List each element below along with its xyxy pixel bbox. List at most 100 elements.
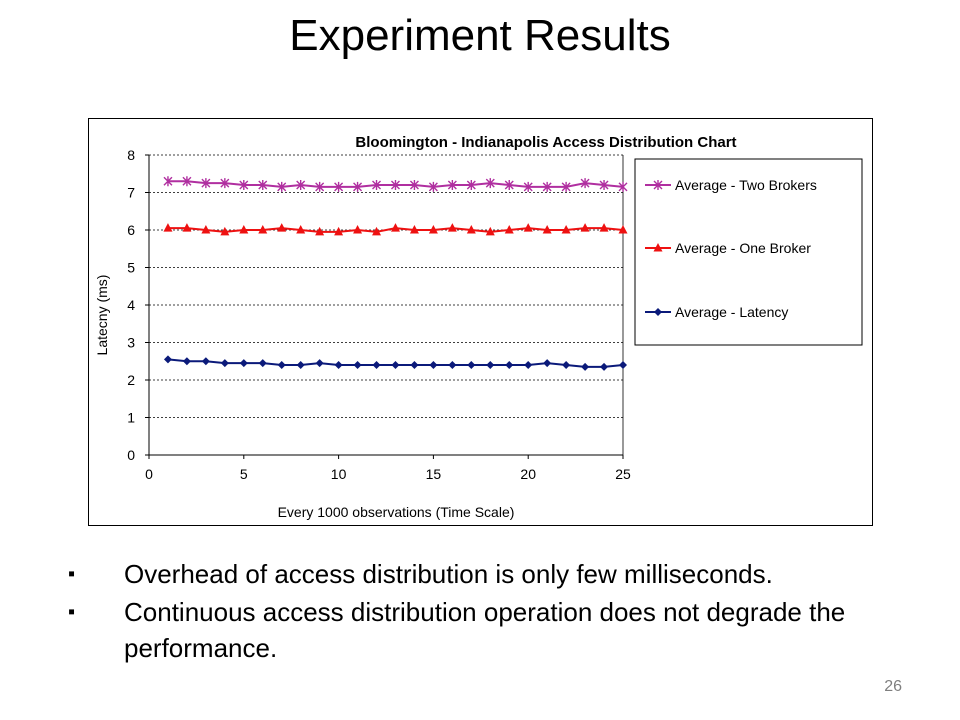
- slide-number: 26: [884, 678, 902, 695]
- data-point: [581, 362, 590, 371]
- data-point: [466, 180, 476, 190]
- data-point: [447, 180, 457, 190]
- legend-label: Average - Two Brokers: [675, 177, 817, 193]
- x-tick-label: 15: [426, 466, 442, 482]
- y-tick-label: 1: [127, 410, 135, 426]
- y-tick-label: 5: [127, 260, 135, 276]
- data-point: [504, 225, 514, 234]
- data-point: [448, 361, 457, 369]
- data-point: [542, 225, 552, 234]
- data-point: [561, 225, 571, 234]
- y-tick-label: 6: [127, 222, 135, 238]
- data-point: [220, 178, 230, 189]
- data-point: [201, 225, 211, 234]
- data-point: [618, 225, 628, 234]
- square-bullet-icon: ▪: [68, 601, 76, 623]
- data-point: [409, 225, 419, 234]
- data-point: [447, 223, 457, 232]
- data-point: [220, 226, 230, 236]
- data-point: [353, 225, 363, 234]
- data-point: [600, 362, 609, 371]
- x-tick-label: 5: [240, 466, 248, 482]
- y-tick-label: 3: [127, 335, 135, 351]
- data-point: [182, 357, 191, 366]
- y-tick-label: 0: [127, 447, 135, 463]
- data-point: [429, 361, 438, 369]
- data-point: [353, 181, 363, 192]
- legend-box: [634, 158, 863, 346]
- data-point: [505, 361, 514, 369]
- data-point: [504, 180, 514, 190]
- data-point: [239, 359, 248, 368]
- x-tick-label: 10: [331, 466, 347, 482]
- data-point: [523, 181, 533, 192]
- y-tick-label: 8: [127, 147, 135, 163]
- y-tick-label: 7: [127, 185, 135, 201]
- data-point: [353, 361, 362, 369]
- data-point: [201, 357, 210, 366]
- data-point: [372, 180, 382, 190]
- data-point: [201, 178, 211, 189]
- data-point: [163, 355, 172, 364]
- data-point: [524, 361, 533, 369]
- bullet-item: ▪ Overhead of access distribution is onl…: [68, 556, 928, 592]
- data-point: [390, 223, 400, 232]
- data-point: [618, 181, 628, 192]
- x-tick-label: 0: [145, 466, 153, 482]
- data-point: [296, 225, 306, 234]
- y-tick-label: 4: [127, 297, 135, 313]
- data-point: [428, 181, 438, 192]
- data-point: [561, 181, 571, 192]
- data-point: [296, 361, 305, 369]
- data-point: [428, 225, 438, 234]
- x-axis-label: Every 1000 observations (Time Scale): [278, 504, 515, 520]
- data-point: [277, 223, 287, 232]
- y-tick-label: 2: [127, 372, 135, 388]
- data-point: [467, 361, 476, 369]
- square-bullet-icon: ▪: [68, 563, 76, 585]
- data-point: [523, 223, 533, 232]
- data-point: [391, 361, 400, 369]
- data-point: [277, 361, 286, 369]
- bullet-item: ▪ Continuous access distribution operati…: [68, 594, 928, 666]
- data-point: [239, 225, 249, 234]
- data-point: [315, 181, 325, 192]
- legend-marker: [653, 243, 663, 252]
- data-point: [372, 226, 382, 236]
- data-point: [334, 226, 344, 236]
- chart-frame: Bloomington - Indianapolis Access Distri…: [88, 118, 873, 526]
- legend-label: Average - Latency: [675, 304, 788, 320]
- data-point: [258, 225, 268, 234]
- data-point: [334, 361, 343, 369]
- data-point: [542, 181, 552, 192]
- data-point: [599, 180, 609, 190]
- data-point: [390, 180, 400, 190]
- line-chart: Bloomington - Indianapolis Access Distri…: [94, 134, 863, 520]
- data-point: [410, 361, 419, 369]
- data-point: [258, 180, 268, 190]
- chart-title: Bloomington - Indianapolis Access Distri…: [355, 134, 736, 151]
- data-point: [580, 223, 590, 232]
- data-point: [239, 180, 249, 190]
- x-tick-label: 20: [520, 466, 536, 482]
- data-point: [485, 178, 495, 189]
- legend-marker: [653, 180, 663, 190]
- bullet-list: ▪ Overhead of access distribution is onl…: [68, 556, 928, 668]
- data-point: [486, 361, 495, 369]
- data-point: [315, 226, 325, 236]
- data-point: [163, 223, 173, 232]
- data-point: [277, 181, 287, 192]
- bullet-text: Overhead of access distribution is only …: [124, 559, 773, 589]
- data-point: [485, 226, 495, 236]
- data-point: [409, 180, 419, 190]
- data-point: [334, 181, 344, 192]
- data-point: [580, 178, 590, 189]
- data-point: [372, 361, 381, 369]
- data-point: [315, 359, 324, 368]
- data-point: [599, 223, 609, 232]
- data-point: [258, 359, 267, 368]
- data-point: [619, 361, 627, 369]
- data-point: [543, 359, 552, 368]
- data-point: [182, 176, 192, 187]
- data-point: [163, 176, 173, 187]
